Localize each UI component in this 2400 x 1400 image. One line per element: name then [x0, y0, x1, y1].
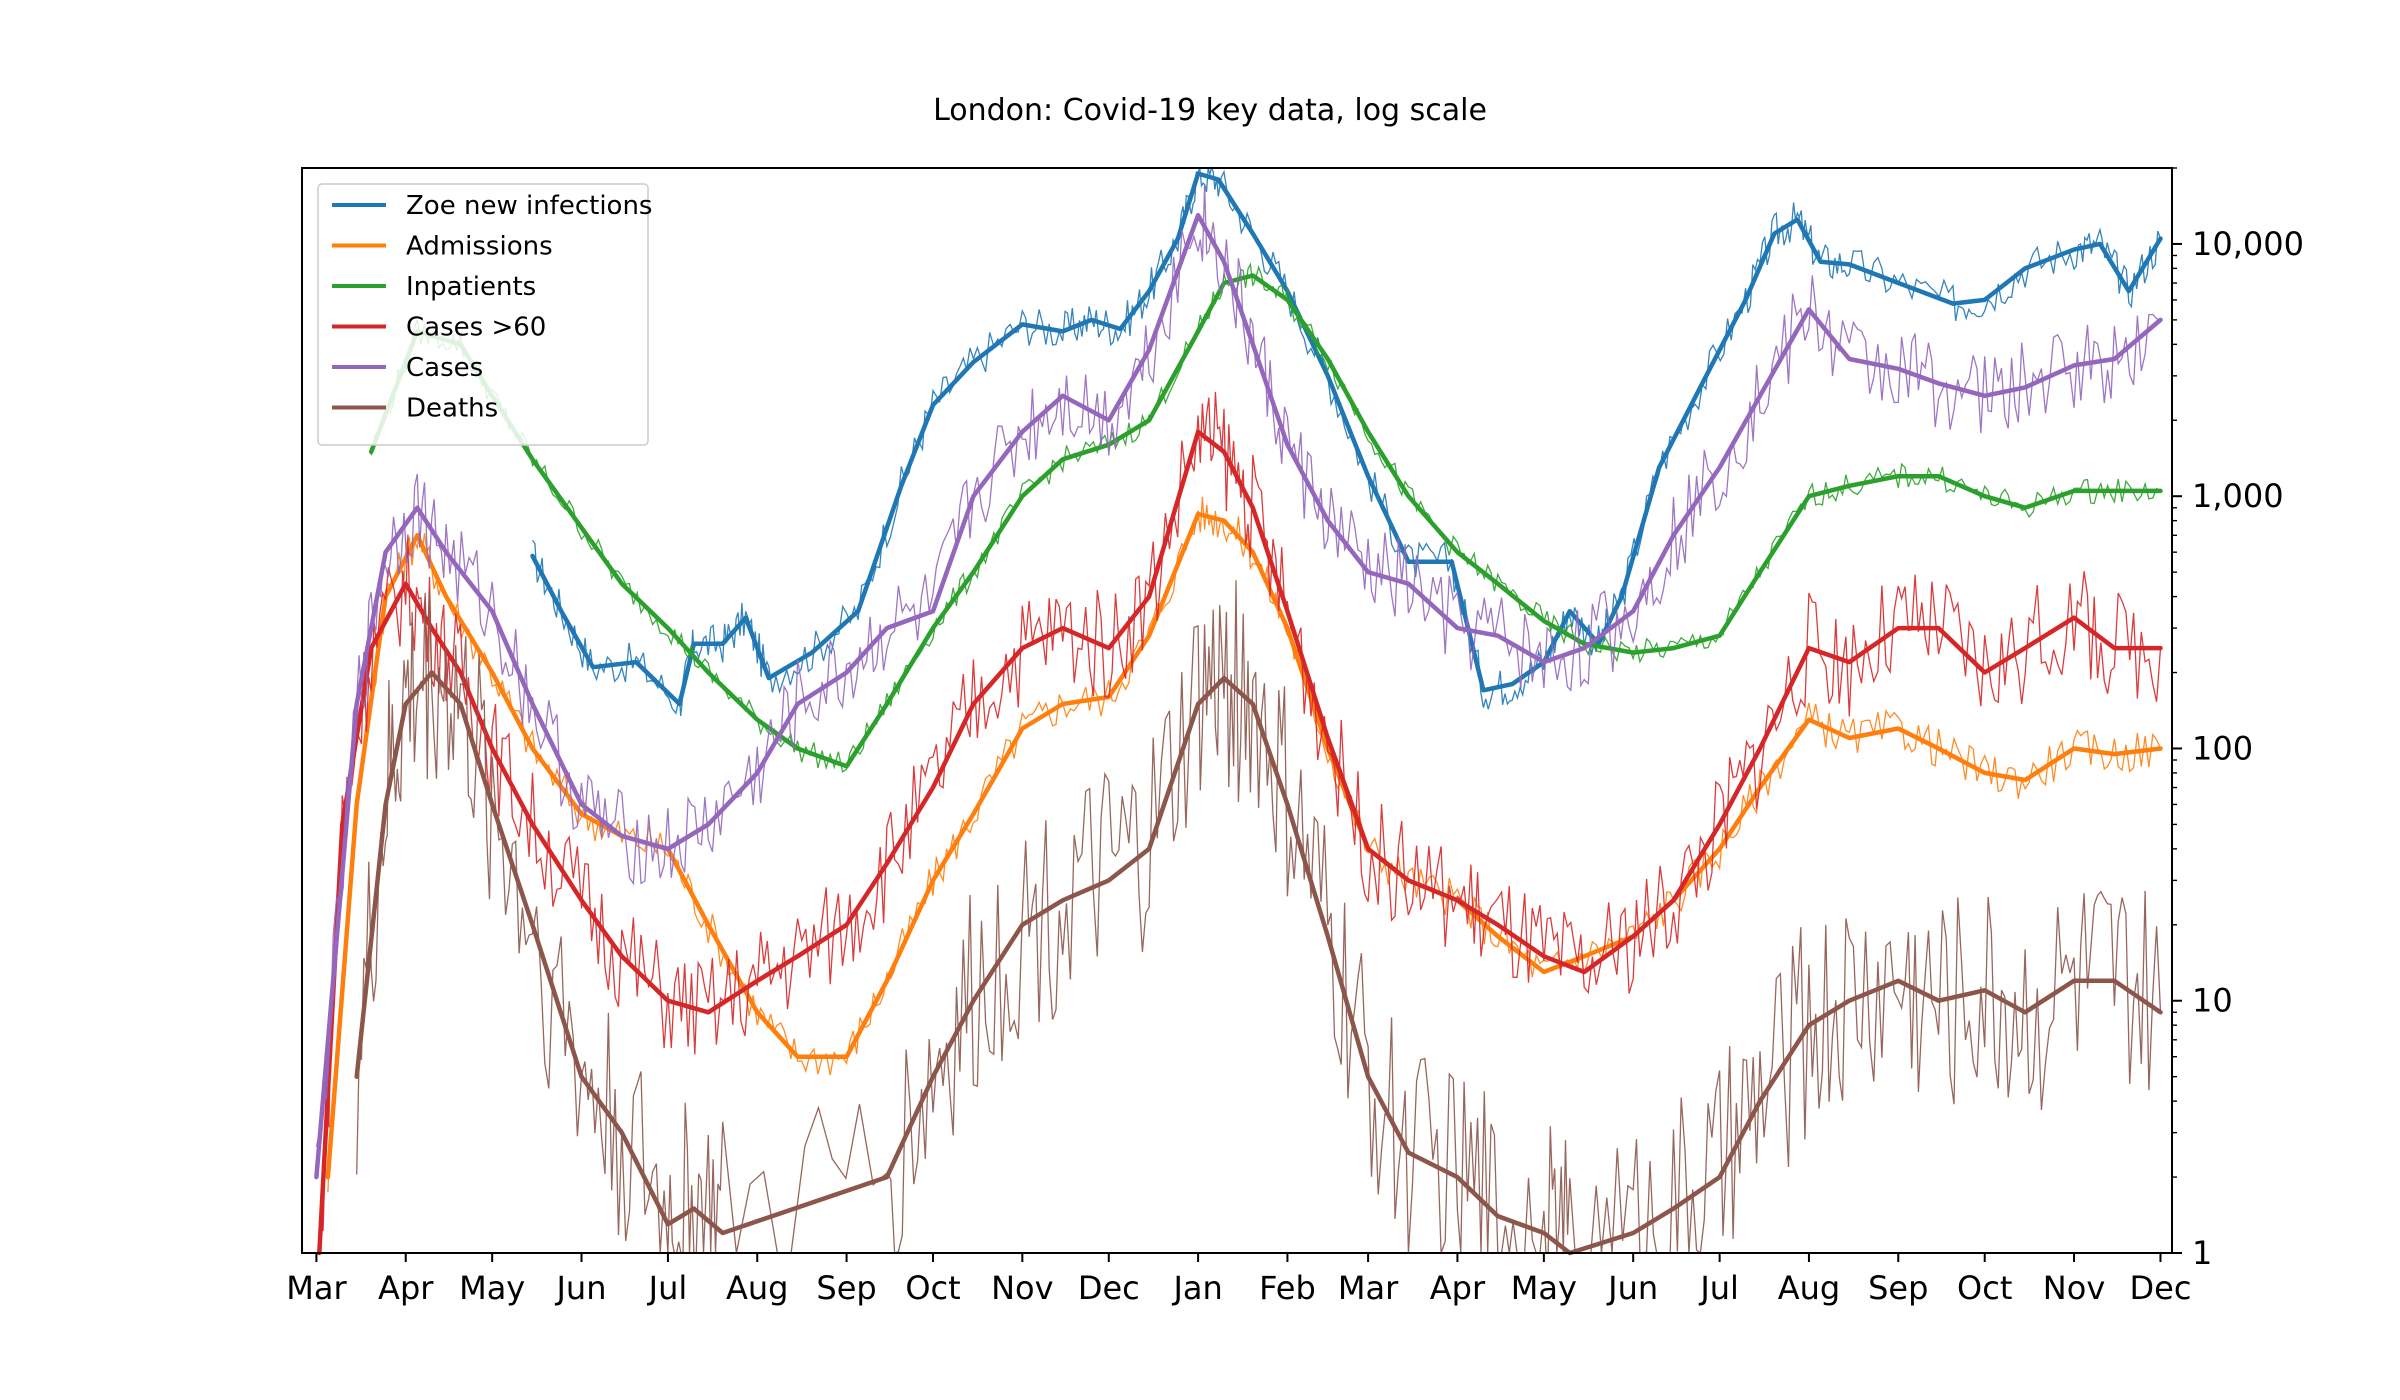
x-tick-label: Oct: [1957, 1269, 2012, 1307]
x-tick-label: Dec: [1078, 1269, 1140, 1307]
y-tick-label: 10,000: [2192, 225, 2304, 263]
x-tick-label: Feb: [1259, 1269, 1316, 1307]
x-tick-label: Jun: [554, 1269, 606, 1307]
series-layer: [314, 166, 2163, 1256]
x-tick-label: May: [459, 1269, 525, 1307]
legend-label: Cases >60: [406, 313, 546, 343]
y-tick-label: 10: [2192, 982, 2233, 1020]
x-tick-label: Nov: [991, 1269, 1053, 1307]
legend-label: Zoe new infections: [406, 191, 652, 221]
series-daily-line: [370, 262, 2161, 773]
y-tick-label: 1: [2192, 1234, 2212, 1272]
legend-box: [317, 183, 649, 446]
x-tick-label: Aug: [726, 1269, 788, 1307]
legend-label: Cases: [406, 353, 483, 383]
x-tick-label: Apr: [1430, 1269, 1486, 1307]
x-tick-label: Jul: [647, 1269, 688, 1307]
plot-frame: [301, 167, 2173, 1254]
series-daily-line: [531, 166, 2162, 716]
x-tick-label: Sep: [1868, 1269, 1928, 1307]
y-tick-label: 100: [2192, 729, 2253, 767]
series-line: [530, 171, 2163, 707]
x-tick-label: Sep: [816, 1269, 876, 1307]
x-tick-label: Oct: [905, 1269, 960, 1307]
legend-label: Admissions: [406, 232, 553, 262]
x-axis: Mar Apr May Jun Jul Aug Sep Oct Nov Dec Jan Feb Mar A…: [286, 1253, 2191, 1307]
y-axis: 1 10 100 1,000 10,000: [2172, 167, 2304, 1272]
x-tick-label: Aug: [1778, 1269, 1840, 1307]
x-tick-label: Jan: [1171, 1269, 1222, 1307]
series-line: [325, 511, 2163, 1180]
x-tick-label: Dec: [2130, 1269, 2192, 1307]
x-tick-label: Apr: [378, 1269, 434, 1307]
series-daily-line: [327, 496, 2162, 1193]
x-tick-label: Nov: [2043, 1269, 2105, 1307]
legend-label: Inpatients: [406, 272, 536, 302]
legend-label: Deaths: [406, 394, 498, 424]
x-tick-label: Mar: [286, 1269, 347, 1307]
x-tick-label: Mar: [1338, 1269, 1399, 1307]
chart-title: London: Covid-19 key data, log scale: [933, 93, 1487, 128]
x-tick-label: May: [1511, 1269, 1577, 1307]
series-line: [317, 429, 2163, 1256]
x-tick-label: Jun: [1606, 1269, 1658, 1307]
series-daily-line: [356, 580, 2162, 1255]
x-tick-label: Jul: [1698, 1269, 1739, 1307]
y-tick-label: 1,000: [2192, 477, 2284, 515]
series-daily-line: [318, 391, 2162, 1243]
legend: Zoe new infections Admissions Inpatients Ca…: [317, 183, 652, 446]
